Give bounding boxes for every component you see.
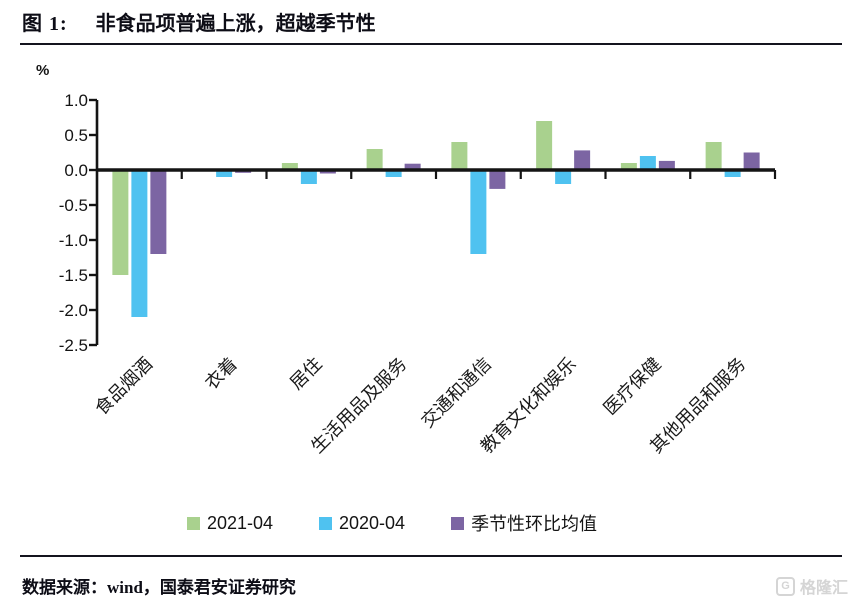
bar-季节性环比均值	[489, 170, 506, 189]
chart-legend: 2021-04 2020-04 季节性环比均值	[0, 505, 862, 541]
legend-label-2020-04: 2020-04	[339, 512, 406, 533]
bar-季节性环比均值	[404, 163, 421, 170]
footer-divider	[20, 555, 842, 557]
gelonghui-logo-icon: G	[775, 576, 795, 596]
bar-季节性环比均值	[150, 170, 167, 254]
y-tick-label: 1.0	[64, 91, 88, 110]
legend-swatch-purple	[451, 516, 465, 530]
y-tick-label: -2.5	[59, 336, 88, 355]
bar-2020-04	[639, 156, 656, 170]
y-tick-label: -2.0	[59, 301, 88, 320]
figure-header: 图 1: 非食品项普遍上涨，超越季节性	[0, 0, 862, 43]
bar-2020-04	[300, 170, 317, 184]
report-figure-page: 图 1: 非食品项普遍上涨，超越季节性 % 1.0 0.5 0.0 -0.5 -1.0 -1.…	[0, 0, 862, 598]
bar-2021-04	[705, 142, 722, 170]
category-label: 衣着	[201, 354, 241, 394]
bar-2020-04	[724, 170, 741, 177]
legend-swatch-green	[186, 516, 200, 530]
figure-title: 非食品项普遍上涨，超越季节性	[95, 13, 376, 35]
bar-2020-04	[470, 170, 487, 254]
bar-2020-04	[555, 170, 572, 184]
category-label: 居住	[286, 354, 326, 394]
y-tick-label: 0.0	[64, 161, 88, 180]
bar-2020-04	[131, 170, 148, 317]
legend-swatch-blue	[319, 516, 332, 530]
y-tick-label: -0.5	[59, 196, 88, 215]
figure-number-label: 图 1:	[22, 13, 68, 35]
data-source: 数据来源：wind，国泰君安证券研究	[22, 578, 296, 597]
legend-label-seasonal-mean: 季节性环比均值	[471, 514, 598, 534]
legend-item-2021-04: 2021-04	[186, 512, 273, 534]
bar-季节性环比均值	[743, 152, 760, 170]
bar-2021-04	[112, 170, 129, 275]
bar-2020-04	[385, 170, 402, 177]
bar-2021-04	[366, 149, 383, 170]
bar-2021-04	[620, 163, 637, 170]
category-label: 食品烟酒	[91, 354, 156, 419]
bar-季节性环比均值	[574, 150, 591, 170]
bar-2021-04	[536, 121, 553, 170]
bar-季节性环比均值	[319, 170, 336, 174]
bar-2021-04	[451, 142, 468, 170]
legend-item-seasonal-mean: 季节性环比均值	[451, 510, 597, 536]
bar-2020-04	[216, 170, 233, 177]
bar-2021-04	[281, 163, 298, 170]
legend-label-2021-04: 2021-04	[206, 512, 273, 533]
y-tick-label: 0.5	[64, 126, 88, 145]
gelonghui-watermark: G 格隆汇	[775, 574, 848, 598]
y-axis-unit-label: %	[36, 62, 49, 79]
figure-footer: 数据来源：wind，国泰君安证券研究 G 格隆汇	[0, 557, 862, 598]
gelonghui-watermark-text: 格隆汇	[799, 580, 848, 597]
legend-item-2020-04: 2020-04	[319, 513, 405, 534]
bar-季节性环比均值	[658, 160, 675, 170]
category-label: 交通和通信	[417, 354, 495, 432]
y-tick-label: -1.0	[59, 231, 88, 250]
y-tick-label: -1.5	[59, 266, 88, 285]
bar-chart: % 1.0 0.5 0.0 -0.5 -1.0 -1.5 -2.0 -2.5 食品烟酒 衣着 居住 生活…	[0, 45, 862, 505]
category-label: 医疗保健	[600, 354, 665, 419]
header-divider	[20, 43, 842, 45]
